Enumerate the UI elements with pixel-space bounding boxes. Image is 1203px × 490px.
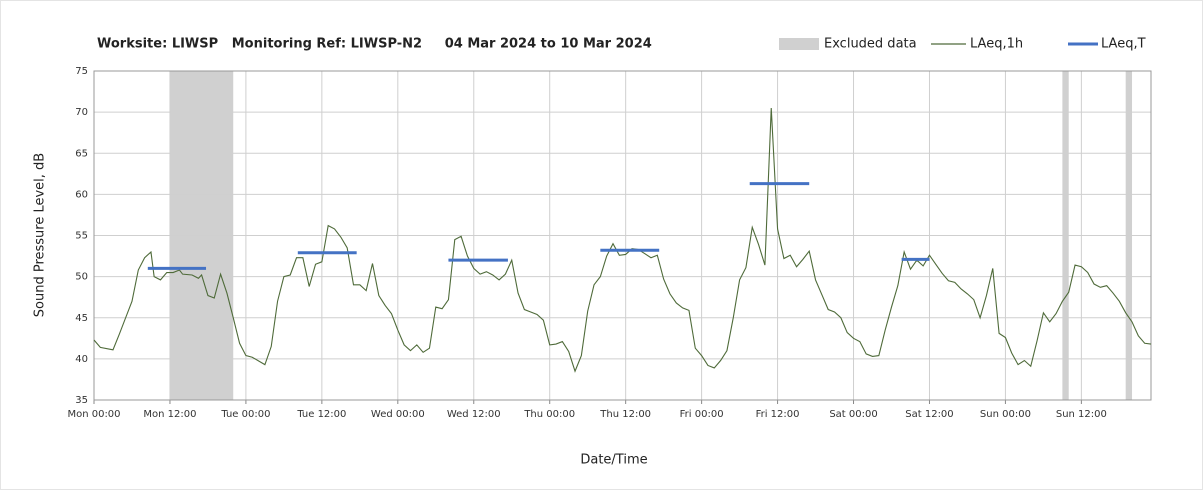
x-axis-label: Date/Time: [580, 453, 647, 468]
x-tick-label: Mon 12:00: [143, 409, 196, 420]
y-tick-label: 40: [75, 354, 88, 365]
x-tick-label: Fri 12:00: [756, 409, 800, 420]
y-tick-label: 75: [75, 66, 88, 77]
y-tick-label: 65: [75, 148, 88, 159]
chart-title: Worksite: LIWSP Monitoring Ref: LIWSP-N2…: [97, 37, 652, 52]
y-tick-label: 55: [75, 231, 88, 242]
x-tick-label: Sat 12:00: [905, 409, 953, 420]
x-tick-label: Mon 00:00: [67, 409, 120, 420]
x-tick-label: Thu 12:00: [599, 409, 651, 420]
x-tick-label: Tue 00:00: [220, 409, 270, 420]
x-tick-label: Wed 12:00: [447, 409, 501, 420]
x-tick-label: Fri 00:00: [680, 409, 724, 420]
y-tick-label: 45: [75, 313, 88, 324]
x-tick-label: Wed 00:00: [371, 409, 425, 420]
x-tick-label: Tue 12:00: [296, 409, 346, 420]
x-tick-label: Thu 00:00: [523, 409, 575, 420]
y-tick-label: 70: [75, 107, 88, 118]
x-tick-label: Sat 00:00: [829, 409, 877, 420]
x-tick-label: Sun 12:00: [1056, 409, 1107, 420]
legend-label: LAeq,T: [1101, 37, 1146, 52]
legend-swatch: [779, 38, 819, 50]
legend-label: LAeq,1h: [970, 37, 1023, 52]
y-axis-label: Sound Pressure Level, dB: [33, 153, 48, 317]
y-tick-label: 50: [75, 272, 88, 283]
legend-label: Excluded data: [824, 37, 917, 52]
x-tick-label: Sun 00:00: [980, 409, 1031, 420]
y-tick-label: 60: [75, 189, 88, 200]
plot-area: [93, 70, 1152, 401]
y-tick-label: 35: [75, 395, 88, 406]
